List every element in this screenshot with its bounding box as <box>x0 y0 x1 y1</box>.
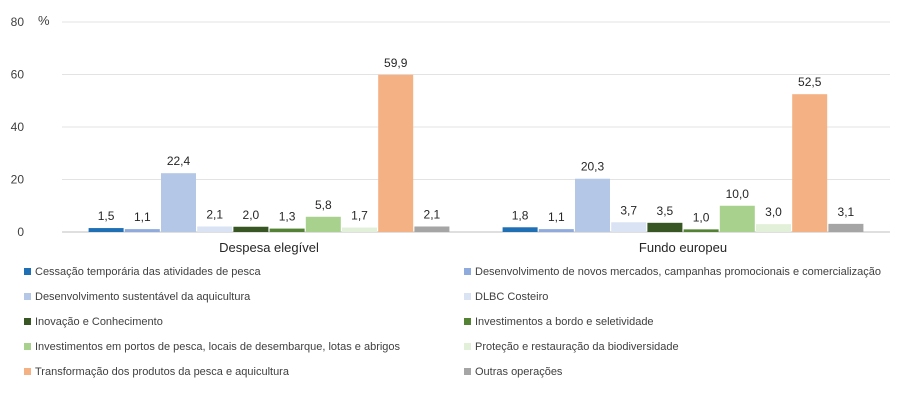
bar-value-label: 2,0 <box>243 208 260 222</box>
bars <box>88 74 864 232</box>
legend-item: Transformação dos produtos da pesca e aq… <box>24 362 464 381</box>
y-axis-label: % <box>38 13 50 28</box>
legend-label: DLBC Costeiro <box>475 290 549 303</box>
bar <box>88 228 124 232</box>
legend-item: Proteção e restauração da biodiversidade <box>464 337 900 356</box>
bar-value-label: 3,1 <box>838 205 855 219</box>
legend-label: Investimentos a bordo e seletividade <box>475 315 654 328</box>
bar-value-label: 2,1 <box>206 207 223 221</box>
bar-value-label: 1,0 <box>693 210 710 224</box>
legend-swatch <box>464 318 471 325</box>
legend-item: Desenvolvimento sustentável da aquicultu… <box>24 287 464 306</box>
data-labels: 1,5 1,1 22,4 2,1 2,0 1,3 5,8 1,7 59,9 2,1 1,8 1,1 20… <box>98 56 855 225</box>
legend-swatch <box>24 318 31 325</box>
x-axis-categories: Despesa elegível Fundo europeu <box>219 240 727 255</box>
bar <box>197 226 233 232</box>
y-axis-ticks: 0 20 40 60 80 <box>11 15 25 239</box>
legend-item: Investimentos a bordo e seletividade <box>464 312 900 331</box>
bar <box>161 173 196 232</box>
bar-value-label: 10,0 <box>726 187 750 201</box>
legend-label: Proteção e restauração da biodiversidade <box>475 340 679 353</box>
bar-value-label: 52,5 <box>798 75 822 89</box>
legend-label: Cessação temporária das atividades de pe… <box>35 265 261 278</box>
legend-swatch <box>24 368 31 375</box>
bar <box>414 226 450 232</box>
bar <box>575 178 610 232</box>
legend-swatch <box>464 268 471 275</box>
bar <box>611 222 647 232</box>
legend-swatch <box>464 343 471 350</box>
legend-item: Investimentos em portos de pesca, locais… <box>24 337 464 356</box>
x-category-label: Fundo europeu <box>639 240 727 255</box>
legend-item: Outras operações <box>464 362 900 381</box>
y-tick-label: 60 <box>11 68 25 82</box>
legend-item: Desenvolvimento de novos mercados, campa… <box>464 262 900 281</box>
bar <box>502 227 538 232</box>
bar-value-label: 1,7 <box>351 209 368 223</box>
legend-label: Inovação e Conhecimento <box>35 315 163 328</box>
y-tick-label: 0 <box>17 225 24 239</box>
bar <box>683 229 719 232</box>
legend-item: Inovação e Conhecimento <box>24 312 464 331</box>
bar <box>342 227 377 232</box>
bar-value-label: 2,1 <box>424 207 441 221</box>
legend-label: Desenvolvimento de novos mercados, campa… <box>475 265 881 278</box>
bar-value-label: 20,3 <box>581 160 605 174</box>
bar-value-label: 1,3 <box>279 210 296 224</box>
legend-label: Outras operações <box>475 365 563 378</box>
y-tick-label: 20 <box>11 173 25 187</box>
bar <box>378 74 414 232</box>
bar <box>719 205 755 232</box>
bar-value-label: 1,1 <box>548 210 565 224</box>
bar-value-label: 3,7 <box>620 203 637 217</box>
bar-chart: 0 20 40 60 80 % 1,5 1,1 22,4 2,1 2,0 1,3 5,8 1,7 59,… <box>11 13 890 255</box>
legend-swatch <box>24 268 31 275</box>
bar <box>269 228 305 232</box>
bar-value-label: 5,8 <box>315 198 332 212</box>
legend-label: Transformação dos produtos da pesca e aq… <box>35 365 289 378</box>
bar <box>124 229 160 232</box>
bar-value-label: 1,1 <box>134 210 151 224</box>
bar <box>538 229 574 232</box>
bar-value-label: 22,4 <box>167 154 191 168</box>
bar <box>305 216 341 232</box>
legend-swatch <box>24 293 31 300</box>
legend-label: Investimentos em portos de pesca, locais… <box>35 340 401 353</box>
bar-value-label: 1,5 <box>98 209 115 223</box>
legend-item: DLBC Costeiro <box>464 287 900 306</box>
bar <box>233 226 269 232</box>
legend-label: Desenvolvimento sustentável da aquicultu… <box>35 290 251 303</box>
bar-value-label: 3,5 <box>657 204 674 218</box>
legend-swatch <box>464 368 471 375</box>
bar <box>647 222 683 232</box>
bar <box>756 224 791 232</box>
bar-value-label: 1,8 <box>512 208 529 222</box>
legend-swatch <box>24 343 31 350</box>
bar-value-label: 3,0 <box>765 205 782 219</box>
legend: Cessação temporária das atividades de pe… <box>24 262 900 381</box>
bar <box>828 223 864 232</box>
legend-swatch <box>464 293 471 300</box>
y-tick-label: 80 <box>11 15 25 29</box>
bar-value-label: 59,9 <box>384 56 408 70</box>
legend-item: Cessação temporária das atividades de pe… <box>24 262 464 281</box>
x-category-label: Despesa elegível <box>219 240 319 255</box>
bar <box>792 94 828 232</box>
y-tick-label: 40 <box>11 120 25 134</box>
